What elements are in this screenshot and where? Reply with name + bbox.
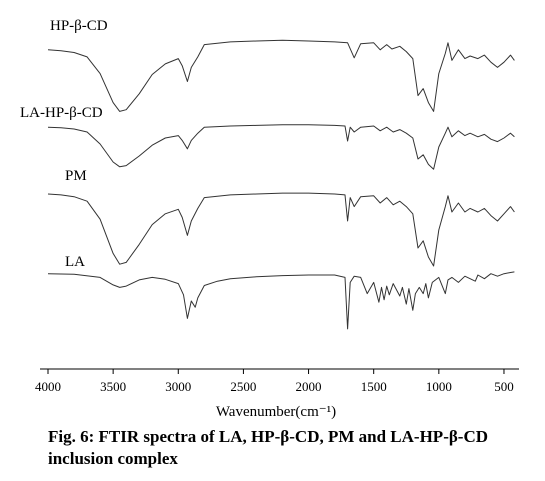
series-label-3: LA	[65, 254, 85, 270]
series-labels: HP-β-CD LA-HP-β-CD PM LA	[20, 18, 108, 270]
ftir-chart: HP-β-CD LA-HP-β-CD PM LA 4000 3500 3000 2500 20…	[20, 18, 519, 420]
x-axis-ticks: 4000 3500 3000 2500 2000 1500 1000 500	[35, 369, 514, 394]
x-tick-label-3: 2500	[230, 379, 256, 394]
series-line-0	[47, 39, 515, 112]
x-tick-label-0: 4000	[35, 379, 61, 394]
series-label-2: PM	[65, 168, 87, 184]
x-tick-label-1: 3500	[100, 379, 126, 394]
figure-caption: Fig. 6: FTIR spectra of LA, HP-β-CD, PM …	[48, 427, 489, 468]
series-line-3	[47, 271, 515, 330]
x-tick-label-4: 2000	[296, 379, 322, 394]
series-line-2	[47, 192, 515, 267]
series-label-0: HP-β-CD	[50, 18, 108, 34]
spectra-lines	[47, 39, 515, 330]
x-tick-label-2: 3000	[165, 379, 191, 394]
x-axis-label: Wavenumber(cm⁻¹)	[216, 404, 336, 420]
series-label-1: LA-HP-β-CD	[20, 105, 103, 121]
x-tick-label-7: 500	[494, 379, 514, 394]
x-tick-label-5: 1500	[361, 379, 387, 394]
series-line-1	[47, 124, 515, 170]
x-tick-label-6: 1000	[426, 379, 452, 394]
